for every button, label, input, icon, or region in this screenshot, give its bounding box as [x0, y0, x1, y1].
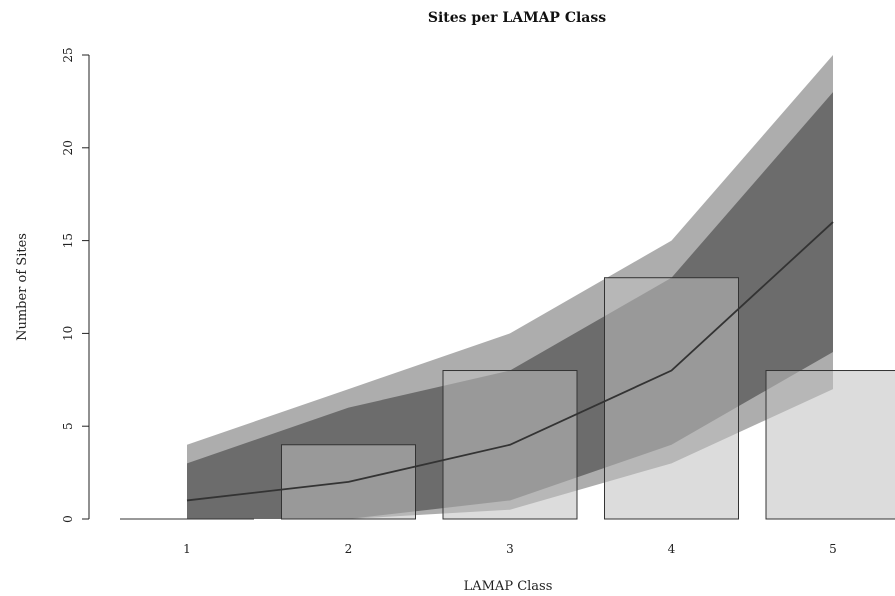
x-tick-label: 3: [506, 542, 514, 556]
y-axis-label: Number of Sites: [15, 233, 30, 341]
expected-sites-line: [186, 221, 834, 502]
expected-line: [186, 221, 834, 502]
bar-5: [765, 370, 895, 520]
x-tick-label: 5: [829, 542, 837, 556]
y-tick-label: 25: [61, 47, 75, 62]
y-tick-label: 15: [61, 233, 75, 248]
bars: [120, 277, 895, 520]
y-tick-label: 5: [61, 422, 75, 430]
chart-title: Sites per LAMAP Class: [428, 10, 606, 26]
x-tick-label: 4: [668, 542, 676, 556]
x-tick-label: 1: [183, 542, 191, 556]
x-tick-label: 2: [345, 542, 353, 556]
y-tick-label: 0: [61, 515, 75, 523]
y-tick-label: 20: [61, 140, 75, 155]
y-tick-label: 10: [61, 326, 75, 341]
bar-4: [604, 277, 739, 520]
axes: 0 5 10 15 20 25 1 2 3 4 5: [61, 47, 837, 556]
x-axis-label: LAMAP Class: [464, 579, 553, 594]
